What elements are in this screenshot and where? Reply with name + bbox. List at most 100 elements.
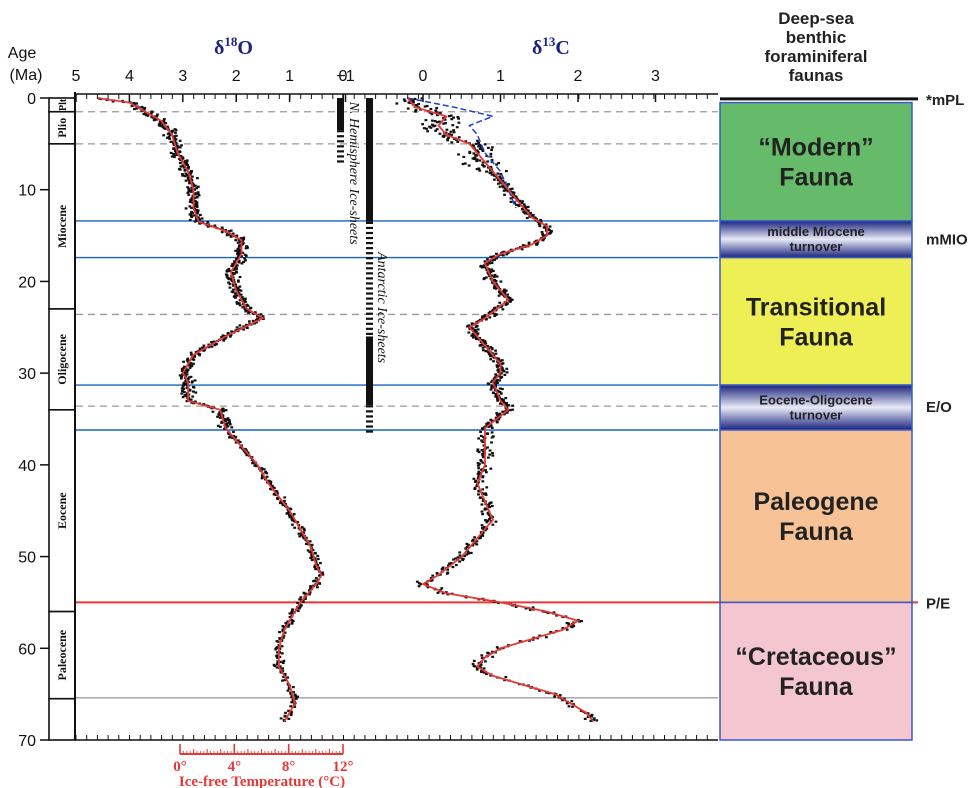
- d13c-point: [480, 266, 484, 269]
- d13c-point: [489, 424, 493, 427]
- d13c-point: [481, 461, 485, 464]
- d18o-point: [179, 154, 183, 158]
- d18o-point: [298, 535, 302, 538]
- d18o-point: [178, 168, 182, 171]
- d13c-point: [494, 349, 497, 352]
- fauna-label: Fauna: [779, 323, 854, 351]
- d13c-point: [572, 624, 576, 628]
- d13c-point: [478, 159, 482, 162]
- d13c-point: [502, 189, 506, 192]
- d18o-point: [164, 127, 167, 130]
- d13c-point: [520, 201, 524, 204]
- d13c-point: [548, 229, 551, 232]
- d18o-point: [237, 280, 240, 283]
- d18o-point: [248, 307, 252, 310]
- d13c-point: [484, 469, 488, 472]
- d13c-point: [481, 513, 485, 516]
- d13c-point: [490, 158, 494, 162]
- d18o-point: [280, 645, 284, 648]
- d13c-point: [422, 127, 426, 130]
- d18o-point: [158, 122, 161, 125]
- d18o-point: [182, 383, 186, 387]
- antarctic-ice-label: Antarctic Ice-sheets: [374, 251, 389, 364]
- d13c-point: [421, 123, 425, 126]
- d13c-point: [446, 139, 450, 142]
- d18o-point: [207, 343, 211, 346]
- d18o-point: [227, 277, 231, 281]
- d18o-point: [298, 607, 301, 610]
- d18o-point: [236, 287, 240, 290]
- d18o-point: [283, 496, 287, 499]
- d13c-point: [503, 413, 506, 416]
- d13c-point: [509, 188, 512, 191]
- d18o-point: [190, 206, 193, 210]
- d13c-point: [539, 220, 543, 223]
- d13c-point: [485, 486, 489, 489]
- d18o-point: [275, 651, 279, 654]
- age-tick-label: 50: [18, 550, 36, 567]
- d13c-point: [471, 662, 475, 666]
- d18o-point: [196, 191, 200, 194]
- d13c-point: [497, 418, 501, 421]
- d18o-point: [231, 291, 235, 294]
- d18o-point: [234, 258, 238, 261]
- d13c-point: [538, 224, 542, 228]
- d13c-point: [490, 386, 494, 389]
- d18o-point: [289, 712, 293, 715]
- d13c-point: [499, 178, 503, 181]
- d13c-point: [476, 151, 480, 154]
- d13c-point: [589, 719, 593, 723]
- d18o-point: [216, 424, 220, 427]
- d18o-point: [244, 254, 248, 257]
- epoch-label: Paleocene: [55, 629, 69, 680]
- d18o-point: [276, 640, 280, 643]
- d18o-point: [291, 519, 294, 522]
- d18o-point: [193, 193, 197, 196]
- d18o-point: [270, 484, 274, 487]
- d13c-point: [492, 174, 496, 177]
- d13c-point: [480, 503, 484, 506]
- d13c-point: [458, 560, 461, 563]
- d18o-point: [185, 159, 189, 162]
- d13c-point: [463, 162, 467, 165]
- d13c-point: [479, 460, 483, 463]
- d13c-point: [509, 200, 513, 203]
- d18o-point: [247, 311, 250, 314]
- d18o-point: [169, 140, 173, 143]
- d13c-point: [548, 225, 552, 228]
- d13c-point: [504, 396, 508, 400]
- d18o-point: [234, 268, 238, 271]
- d13c-point: [479, 663, 482, 667]
- d13c-point: [414, 110, 417, 113]
- d13c-point: [411, 99, 415, 102]
- d18o-point: [184, 179, 188, 182]
- d13c-tick-label: 3: [651, 68, 660, 85]
- antarctic-ice-dashed: [366, 292, 373, 295]
- fauna-label: Transitional: [746, 293, 886, 321]
- d18o-point: [279, 500, 283, 503]
- northern-ice-dashed: [337, 145, 344, 148]
- d13c-point: [449, 114, 453, 117]
- antarctic-ice-dashed: [366, 287, 373, 290]
- d18o-point: [230, 264, 234, 268]
- d13c-point: [483, 526, 486, 529]
- d18o-point: [230, 279, 234, 283]
- d13c-point: [452, 558, 455, 561]
- d13c-point: [567, 622, 571, 625]
- d13c-point: [441, 592, 445, 595]
- d18o-point: [230, 426, 234, 429]
- d18o-point: [188, 389, 192, 392]
- d18o-point: [242, 298, 246, 301]
- northern-ice-dashed: [337, 150, 344, 153]
- d18o-point: [180, 369, 184, 372]
- d18o-point: [135, 102, 138, 105]
- d18o-point: [276, 660, 280, 663]
- d13c-point: [487, 652, 491, 655]
- temp-tick-label: 0°: [173, 759, 187, 775]
- d13c-point: [505, 371, 509, 374]
- d18o-point: [237, 261, 241, 264]
- d13c-point: [527, 241, 531, 244]
- fauna-block: [719, 220, 913, 259]
- d18o-point: [282, 636, 285, 639]
- d18o-point: [185, 370, 189, 373]
